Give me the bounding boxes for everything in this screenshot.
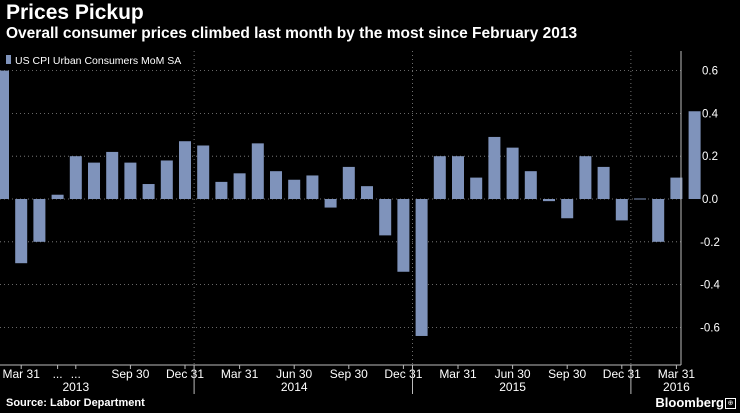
bar bbox=[452, 156, 464, 199]
bar bbox=[597, 166, 610, 199]
x-tick-label: ... bbox=[53, 367, 63, 381]
legend: US CPI Urban Consumers MoM SA bbox=[6, 55, 181, 67]
bar bbox=[488, 136, 501, 199]
x-tick-label: Jun 30 bbox=[276, 367, 312, 381]
x-tick-label: Mar 31 bbox=[439, 367, 477, 381]
bar bbox=[470, 177, 483, 199]
chart-subtitle: Overall consumer prices climbed last mon… bbox=[6, 25, 578, 42]
bar bbox=[561, 199, 574, 219]
y-axis: 0.6 0.4 0.2 0.0 -0.2 -0.4 -0.6 bbox=[700, 66, 720, 335]
plot-area bbox=[0, 51, 681, 365]
bar bbox=[506, 147, 519, 199]
bar bbox=[543, 199, 555, 202]
bar bbox=[251, 143, 264, 199]
source-note: Source: Labor Department bbox=[6, 397, 145, 409]
legend-label: US CPI Urban Consumers MoM SA bbox=[15, 55, 181, 67]
x-tick-label: Sep 30 bbox=[330, 367, 368, 381]
x-tick-label: Mar 31 bbox=[658, 367, 696, 381]
bar bbox=[397, 199, 410, 272]
x-tick-label: Sep 30 bbox=[111, 367, 149, 381]
bar bbox=[433, 156, 446, 199]
bar bbox=[233, 173, 246, 199]
bar bbox=[142, 184, 155, 199]
x-tick-label: Dec 31 bbox=[166, 367, 204, 381]
x-tick-label: Mar 31 bbox=[3, 367, 41, 381]
bar bbox=[361, 186, 373, 199]
x-axis: Mar 31...... Sep 30 Dec 31 Mar 31 Jun 30 Sep … bbox=[0, 51, 695, 394]
bar bbox=[69, 156, 82, 199]
bar bbox=[524, 171, 537, 199]
bar bbox=[197, 145, 210, 199]
y-tick-label: -0.4 bbox=[700, 280, 720, 292]
bar bbox=[179, 141, 191, 199]
bar bbox=[688, 111, 701, 199]
bar bbox=[579, 156, 592, 199]
year-label: 2016 bbox=[663, 380, 690, 394]
bar bbox=[15, 199, 28, 264]
bar bbox=[306, 175, 319, 199]
bar bbox=[634, 198, 646, 200]
year-label: 2013 bbox=[62, 380, 89, 394]
bar bbox=[288, 179, 301, 199]
bar bbox=[215, 181, 228, 199]
y-tick-label: 0.4 bbox=[702, 108, 719, 120]
bar bbox=[88, 162, 100, 199]
bloomberg-logo: Bloomberg bbox=[655, 395, 724, 410]
y-tick-label: -0.2 bbox=[700, 237, 720, 249]
x-tick-label: Mar 31 bbox=[221, 367, 259, 381]
bar bbox=[342, 166, 355, 199]
bar bbox=[652, 199, 665, 242]
x-tick-label: Sep 30 bbox=[548, 367, 586, 381]
year-label: 2015 bbox=[499, 380, 526, 394]
bar bbox=[51, 194, 64, 199]
bloomberg-mark-icon: ⊕ bbox=[725, 398, 736, 409]
bar bbox=[106, 151, 119, 199]
bar bbox=[124, 162, 137, 199]
bar bbox=[615, 199, 628, 221]
x-tick-label: Dec 31 bbox=[603, 367, 641, 381]
y-tick-label: 0.6 bbox=[702, 66, 718, 78]
x-tick-label: Jun 30 bbox=[495, 367, 531, 381]
chart-title: Prices Pickup bbox=[6, 1, 144, 24]
bar bbox=[270, 171, 282, 199]
bar bbox=[0, 70, 9, 199]
bar bbox=[160, 160, 173, 199]
bar bbox=[33, 199, 46, 242]
year-label: 2014 bbox=[281, 380, 308, 394]
bar bbox=[379, 199, 392, 236]
bar bbox=[415, 199, 428, 336]
y-tick-label: 0.2 bbox=[702, 151, 718, 163]
y-tick-label: 0.0 bbox=[702, 194, 718, 206]
legend-swatch bbox=[6, 55, 11, 64]
x-tick-label: ... bbox=[71, 367, 81, 381]
gridlines bbox=[0, 51, 681, 365]
y-tick-label: -0.6 bbox=[700, 322, 720, 334]
bar bbox=[324, 199, 337, 208]
x-tick-label: Dec 31 bbox=[384, 367, 422, 381]
bar bbox=[670, 177, 683, 199]
bar-series bbox=[0, 70, 701, 336]
